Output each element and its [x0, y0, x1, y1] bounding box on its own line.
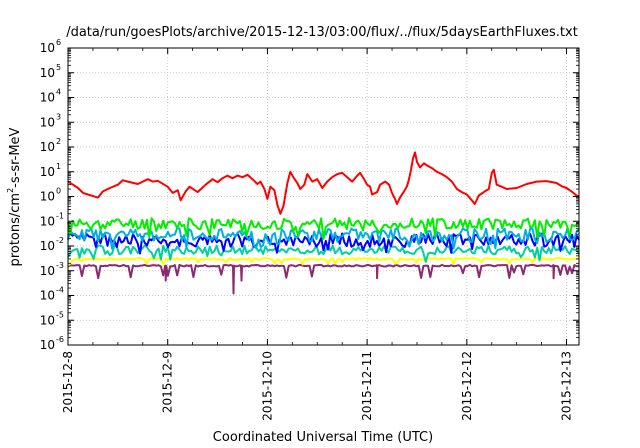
y-axis-label-post: -s-sr-MeV — [8, 127, 23, 187]
y-tick-exponent: 6 — [56, 38, 61, 47]
y-tick-exponent: 2 — [56, 137, 61, 146]
y-tick-base: 10 — [40, 264, 55, 278]
y-tick-label: 10 — [40, 214, 55, 228]
y-tick-label: 10 — [40, 66, 55, 80]
series-line — [67, 217, 580, 240]
y-tick-label: 10 — [40, 165, 55, 179]
y-tick-labels: 10 -610 -510 -410 -310 -210 -110 010 110 210 310 41… — [40, 38, 64, 352]
y-axis-label: protons/cm2-s-sr-MeV — [6, 127, 23, 266]
y-tick-exponent: 0 — [56, 187, 61, 196]
x-tick-label: 2015-12-11 — [360, 351, 374, 421]
x-axis-label: Coordinated Universal Time (UTC) — [213, 430, 433, 445]
y-tick-label: 10 — [40, 289, 55, 303]
y-tick-label: 10 — [40, 338, 55, 352]
y-tick-label: 10 — [40, 115, 55, 129]
chart-title: /data/run/goesPlots/archive/2015-12-13/0… — [66, 25, 578, 40]
y-tick-base: 10 — [40, 41, 55, 55]
y-tick-exponent: -1 — [56, 211, 64, 220]
y-tick-base: 10 — [40, 140, 55, 154]
x-tick-label: 2015-12-8 — [61, 351, 75, 413]
series-line — [67, 263, 580, 295]
x-tick-label: 2015-12-13 — [560, 351, 574, 421]
y-axis-label-sup: 2 — [6, 188, 15, 193]
y-tick-exponent: -6 — [56, 335, 64, 344]
y-tick-exponent: -5 — [56, 310, 64, 319]
x-tick-label: 2015-12-9 — [161, 351, 175, 413]
y-tick-exponent: 1 — [56, 162, 61, 171]
series-line — [67, 244, 580, 263]
y-tick-base: 10 — [40, 115, 55, 129]
y-tick-base: 10 — [40, 338, 55, 352]
y-tick-exponent: 5 — [56, 63, 61, 72]
x-tick-label: 2015-12-10 — [260, 351, 274, 421]
y-tick-base: 10 — [40, 190, 55, 204]
y-tick-exponent: 4 — [56, 88, 61, 97]
x-tick-label: 2015-12-12 — [460, 351, 474, 421]
x-tick-labels: 2015-12-8 2015-12-9 2015-12-10 2015-12-11 20… — [61, 351, 574, 421]
y-tick-label: 10 — [40, 239, 55, 253]
y-tick-exponent: -2 — [56, 236, 64, 245]
y-tick-label: 10 — [40, 41, 55, 55]
y-tick-exponent: 3 — [56, 112, 61, 121]
y-tick-base: 10 — [40, 313, 55, 327]
y-axis-label-pre: protons/cm — [8, 193, 23, 267]
y-tick-base: 10 — [40, 214, 55, 228]
y-tick-exponent: -3 — [56, 261, 64, 270]
grid — [68, 48, 579, 345]
y-tick-base: 10 — [40, 289, 55, 303]
y-tick-label: 10 — [40, 190, 55, 204]
y-tick-label: 10 — [40, 264, 55, 278]
ticks — [67, 47, 579, 346]
y-tick-label: 10 — [40, 91, 55, 105]
y-tick-base: 10 — [40, 165, 55, 179]
y-tick-exponent: -4 — [56, 286, 64, 295]
y-tick-base: 10 — [40, 91, 55, 105]
y-tick-base: 10 — [40, 239, 55, 253]
y-tick-label: 10 — [40, 140, 55, 154]
y-tick-label: 10 — [40, 313, 55, 327]
y-tick-base: 10 — [40, 66, 55, 80]
series-line — [67, 256, 580, 267]
series-group — [67, 151, 580, 295]
series-line — [67, 151, 580, 215]
